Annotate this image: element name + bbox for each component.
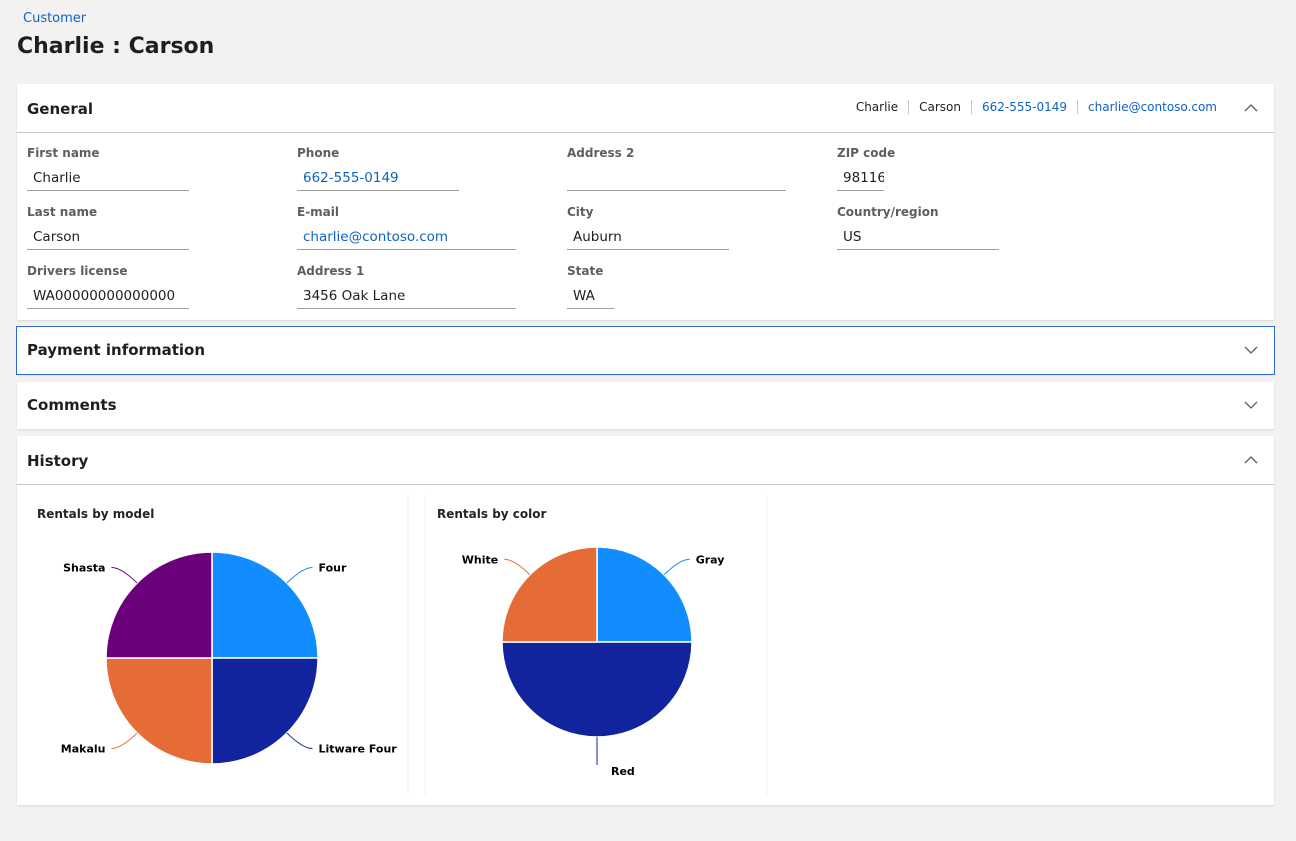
pie-slice xyxy=(501,641,693,738)
summary: Charlie Carson 662-555-0149 charlie@cont… xyxy=(846,100,1227,114)
collapse-icon[interactable] xyxy=(1244,455,1258,465)
charts: Rentals by model Four Litware Four Makalu Sh… xyxy=(37,495,768,795)
field-label: Address 1 xyxy=(297,264,365,278)
summary-link[interactable]: 662-555-0149 xyxy=(971,100,1077,114)
slice-label: Four xyxy=(319,561,347,574)
leader-line xyxy=(663,558,690,576)
general-card: General Charlie Carson 662-555-0149 char… xyxy=(17,84,1274,320)
payment-card: Payment information xyxy=(16,326,1275,375)
field-label: City xyxy=(567,205,594,219)
slice-label: Makalu xyxy=(61,743,106,756)
field-label: Drivers license xyxy=(27,264,128,278)
divider xyxy=(17,132,1274,133)
field-input[interactable]: Carson xyxy=(27,224,189,250)
chart-title: Rentals by color xyxy=(437,507,546,521)
section-heading[interactable]: Comments xyxy=(27,396,117,414)
page-title: Charlie : Carson xyxy=(17,34,215,59)
pie-slice xyxy=(211,657,319,765)
field-input[interactable]: 662-555-0149 xyxy=(297,165,459,191)
section-heading[interactable]: General xyxy=(27,100,93,118)
slice-label: Shasta xyxy=(63,561,105,574)
field-label: State xyxy=(567,264,604,278)
field-label: First name xyxy=(27,146,100,160)
slice-label: Red xyxy=(611,765,635,778)
field-label: Last name xyxy=(27,205,98,219)
field-input[interactable]: 98116 xyxy=(837,165,884,191)
pie-slice xyxy=(596,546,693,643)
expand-icon[interactable] xyxy=(1244,400,1258,410)
leader-line xyxy=(111,732,138,750)
field-input[interactable]: Charlie xyxy=(27,165,189,191)
pie-slice xyxy=(105,657,213,765)
slice-label: Gray xyxy=(696,553,725,566)
breadcrumb[interactable]: Customer xyxy=(23,11,87,26)
leader-line xyxy=(286,732,313,750)
field-input[interactable]: WA xyxy=(567,283,614,309)
leader-line xyxy=(504,558,531,576)
field-input[interactable] xyxy=(567,165,786,191)
field-label: ZIP code xyxy=(837,146,896,160)
section-heading[interactable]: History xyxy=(27,452,89,470)
field-input[interactable]: charlie@contoso.com xyxy=(297,224,516,250)
leader-line xyxy=(286,566,313,584)
leader-line xyxy=(111,566,138,584)
pie-slice xyxy=(211,551,319,659)
comments-card: Comments xyxy=(17,382,1274,429)
field-input[interactable]: US xyxy=(837,224,999,250)
field-label: Phone xyxy=(297,146,340,160)
expand-icon[interactable] xyxy=(1244,345,1258,355)
field-label: Address 2 xyxy=(567,146,635,160)
summary-link[interactable]: charlie@contoso.com xyxy=(1077,100,1227,114)
pie-slice xyxy=(105,551,213,659)
summary-item: Carson xyxy=(908,100,971,114)
chart-title: Rentals by model xyxy=(37,507,154,521)
section-heading[interactable]: Payment information xyxy=(27,341,206,359)
field-label: Country/region xyxy=(837,205,939,219)
field-input[interactable]: WA00000000000000 xyxy=(27,283,189,309)
divider xyxy=(17,484,1274,485)
field-input[interactable]: 3456 Oak Lane xyxy=(297,283,516,309)
summary-item: Charlie xyxy=(855,100,899,114)
field-label: E-mail xyxy=(297,205,340,219)
field-input[interactable]: Auburn xyxy=(567,224,729,250)
pie-slice xyxy=(501,546,598,643)
history-card: History Rentals by model Four Litware Four… xyxy=(17,436,1274,805)
slice-label: Litware Four xyxy=(319,743,398,756)
collapse-icon[interactable] xyxy=(1244,103,1258,113)
slice-label: White xyxy=(462,553,498,566)
